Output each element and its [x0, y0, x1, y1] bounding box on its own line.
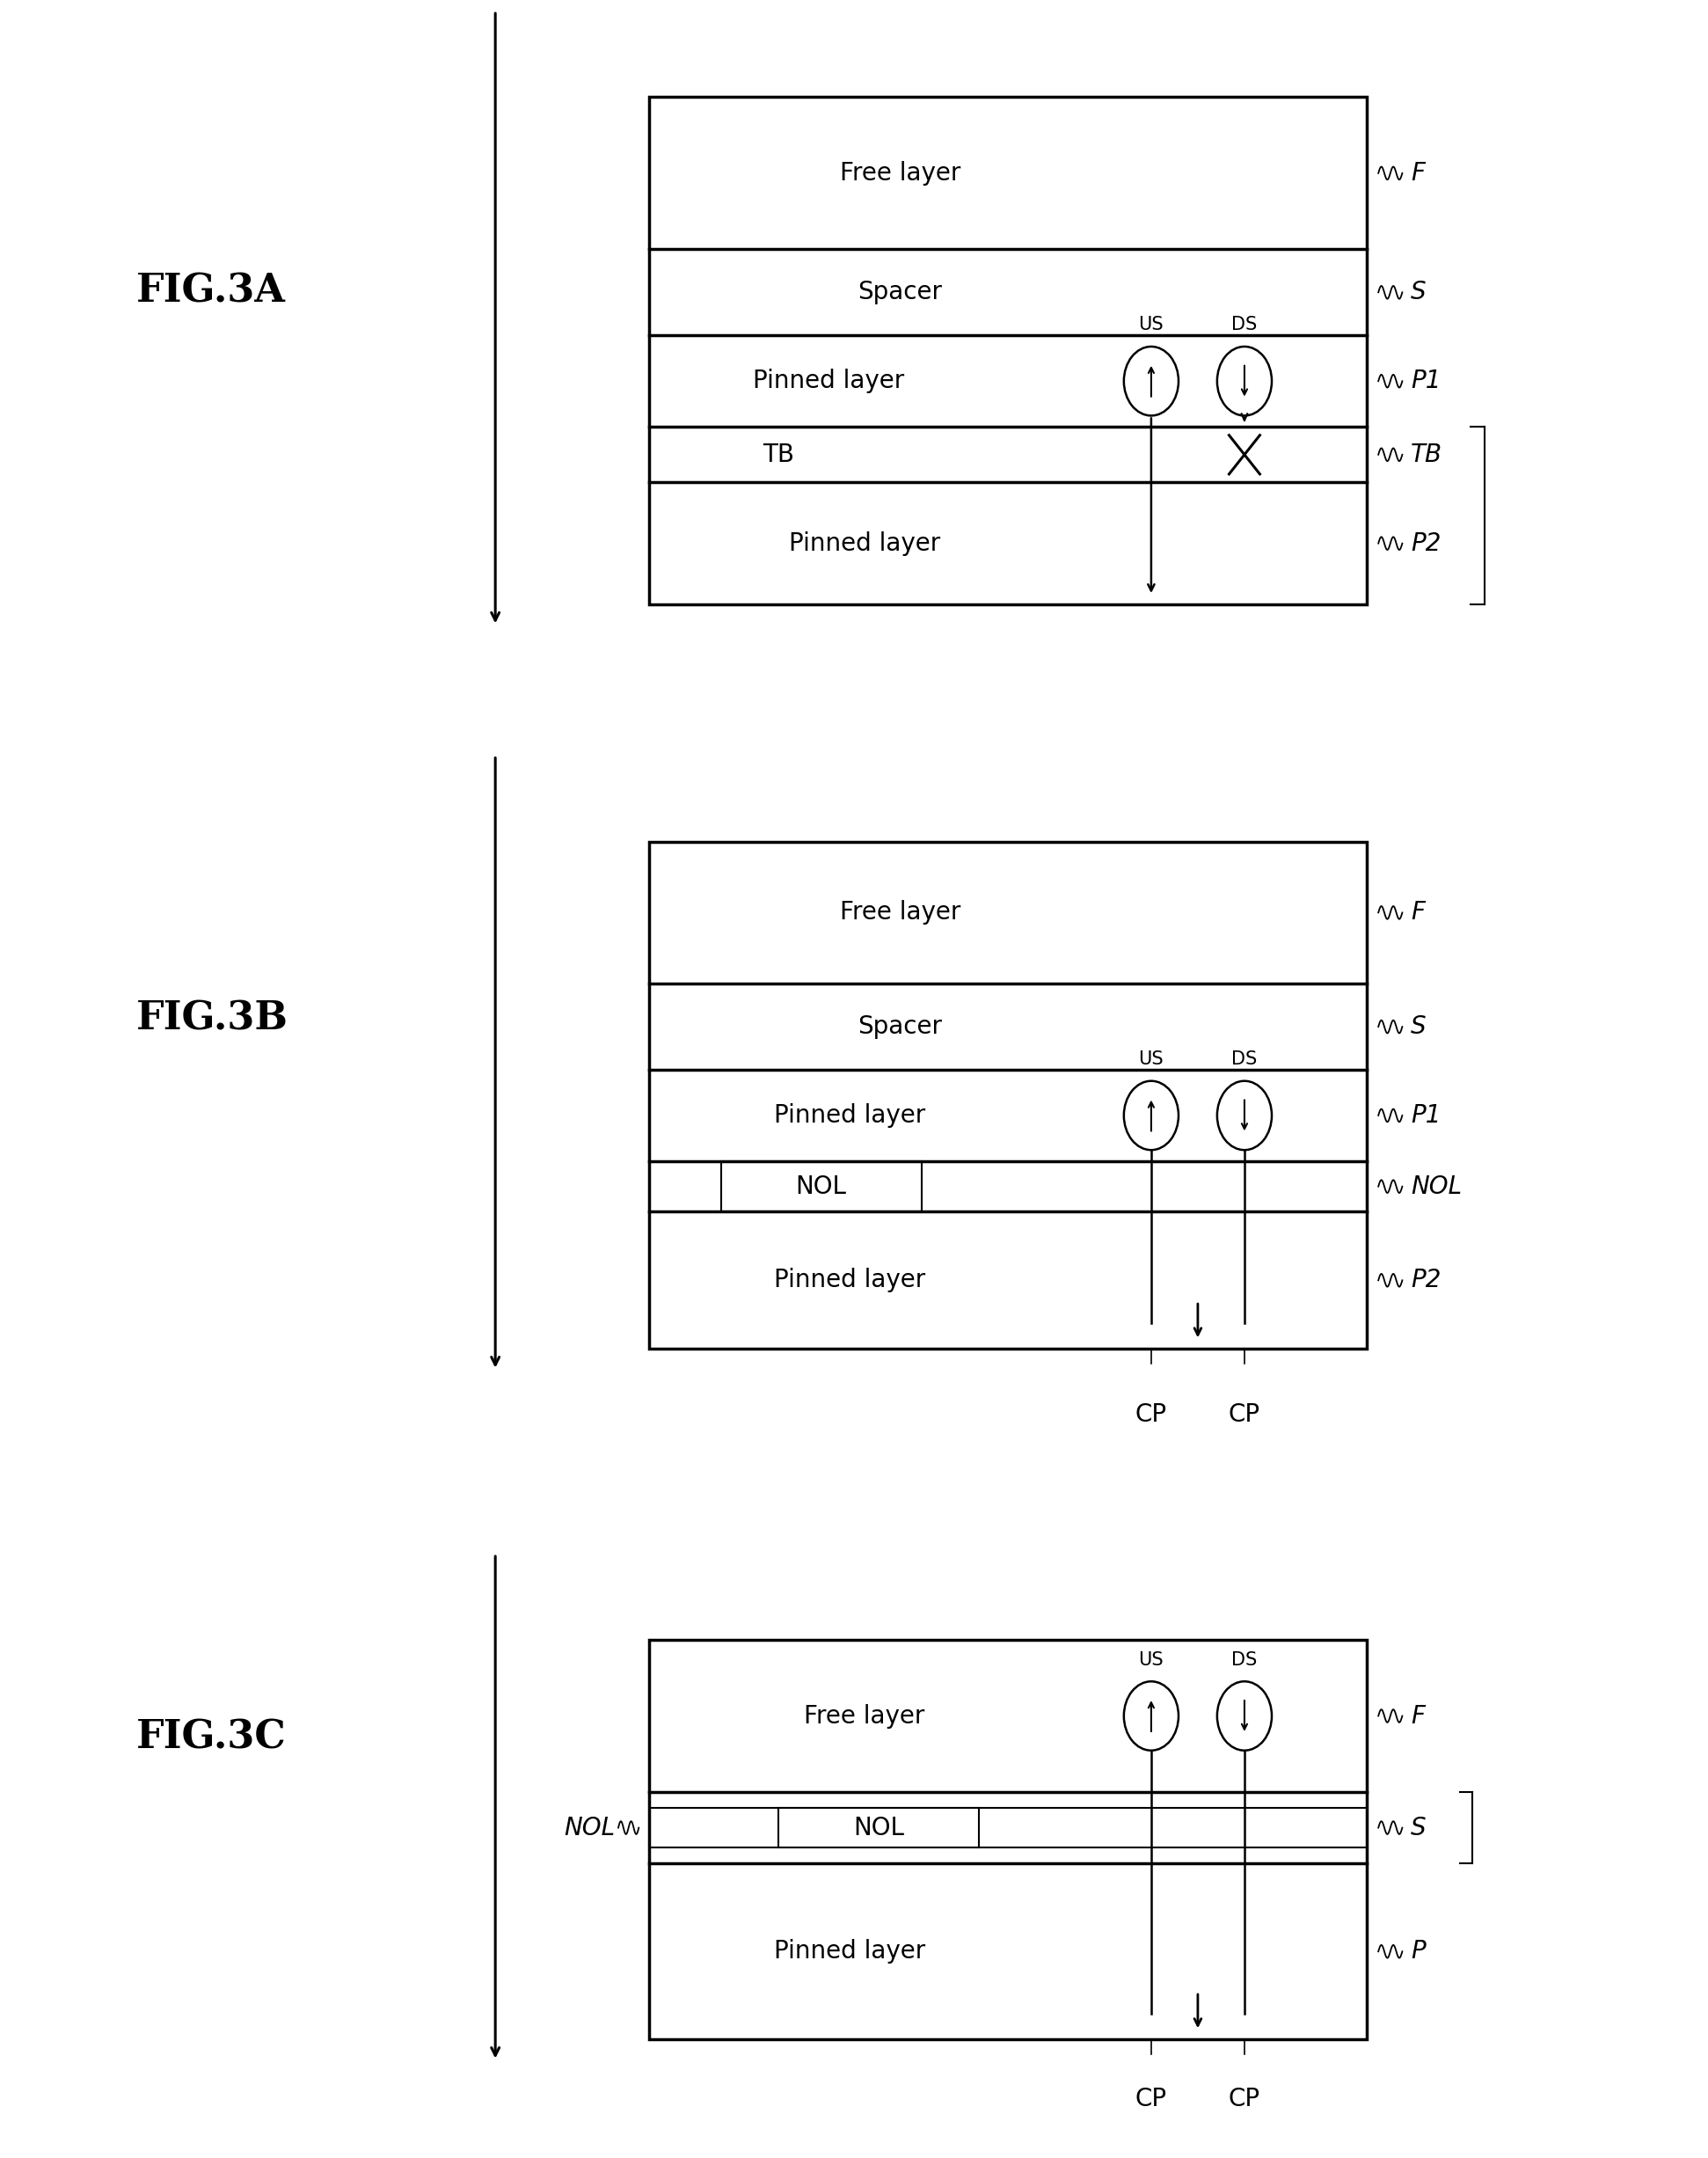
Text: Pinned layer: Pinned layer: [774, 1269, 926, 1293]
Text: NOL: NOL: [852, 1815, 904, 1841]
Text: DS: DS: [1231, 1651, 1257, 1668]
Text: Pinned layer: Pinned layer: [789, 531, 939, 557]
Text: NOL: NOL: [564, 1815, 615, 1841]
Text: DS: DS: [1231, 315, 1257, 334]
Text: FIG.3B: FIG.3B: [137, 999, 289, 1038]
Text: Spacer: Spacer: [857, 281, 943, 304]
Bar: [649, 1640, 1366, 2039]
Text: F: F: [1411, 162, 1424, 186]
Text: US: US: [1139, 1651, 1163, 1668]
Text: Free layer: Free layer: [804, 1703, 924, 1729]
Text: P1: P1: [1411, 369, 1442, 393]
Bar: [649, 842, 1366, 1349]
Text: P1: P1: [1411, 1103, 1442, 1129]
Text: Free layer: Free layer: [840, 162, 960, 186]
Text: TB: TB: [762, 442, 794, 466]
Bar: [649, 97, 1366, 604]
Text: CP: CP: [1228, 1403, 1261, 1426]
Text: TB: TB: [1411, 442, 1443, 466]
Text: NOL: NOL: [1411, 1174, 1462, 1200]
Text: Free layer: Free layer: [840, 900, 960, 926]
Bar: [721, 1161, 922, 1213]
Text: Pinned layer: Pinned layer: [774, 1103, 926, 1129]
Text: US: US: [1139, 315, 1163, 334]
Text: F: F: [1411, 1703, 1424, 1729]
Text: CP: CP: [1136, 2087, 1167, 2111]
Text: FIG.3C: FIG.3C: [137, 1718, 287, 1757]
Text: S: S: [1411, 281, 1426, 304]
Text: F: F: [1411, 900, 1424, 926]
Text: CP: CP: [1136, 1403, 1167, 1426]
Text: FIG.3A: FIG.3A: [137, 272, 285, 311]
Text: US: US: [1139, 1051, 1163, 1068]
Text: Spacer: Spacer: [857, 1014, 943, 1038]
Text: Pinned layer: Pinned layer: [753, 369, 904, 393]
Text: S: S: [1411, 1014, 1426, 1038]
Text: DS: DS: [1231, 1051, 1257, 1068]
Text: P2: P2: [1411, 1269, 1442, 1293]
Bar: [779, 1808, 979, 1847]
Text: Pinned layer: Pinned layer: [774, 1940, 926, 1964]
Text: P: P: [1411, 1940, 1426, 1964]
Text: CP: CP: [1228, 2087, 1261, 2111]
Text: NOL: NOL: [796, 1174, 847, 1200]
Text: S: S: [1411, 1815, 1426, 1841]
Text: P2: P2: [1411, 531, 1442, 557]
